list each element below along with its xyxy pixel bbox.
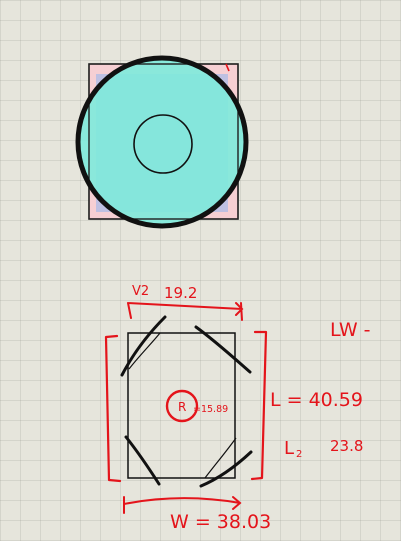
cyan-circle bbox=[78, 58, 246, 226]
l2-subscript: 2 bbox=[296, 449, 302, 460]
corner-arc-bottom-left bbox=[124, 435, 161, 486]
r-circle-marker bbox=[165, 389, 199, 423]
top-dimension-arrow bbox=[127, 302, 244, 321]
w-value-label: W = 38.03 bbox=[170, 511, 271, 533]
r-value: =15.89 bbox=[193, 404, 228, 415]
corner-arc-top-left bbox=[120, 315, 167, 377]
bottom-figure bbox=[104, 302, 268, 514]
l-value-label: L = 40.59 bbox=[270, 389, 363, 411]
square-outline bbox=[88, 63, 239, 220]
corner-arc-top-left-thin bbox=[128, 332, 161, 370]
corner-arc-bottom-right-thin bbox=[204, 437, 237, 479]
right-bracket bbox=[250, 330, 268, 481]
inner-circle bbox=[133, 114, 193, 174]
l2-value: 23.8 bbox=[330, 437, 363, 455]
l2-label: L bbox=[284, 438, 294, 459]
top-figure bbox=[75, 55, 249, 229]
large-circle-outline bbox=[75, 55, 249, 229]
bottom-dimension-arrow bbox=[123, 496, 242, 514]
v2-label: V2 bbox=[132, 284, 149, 299]
inner-rectangle bbox=[127, 332, 236, 479]
corner-arc-top-right bbox=[194, 325, 252, 374]
v2-value: 19.2 bbox=[164, 284, 197, 302]
corner-arc-bottom-right bbox=[199, 450, 253, 488]
lw-label: LW - bbox=[330, 319, 371, 341]
annotations: V2 19.2 LW - R =15.89 L = 40.59 L 2 23.8… bbox=[132, 284, 371, 533]
r-label: R bbox=[178, 400, 186, 414]
left-bracket bbox=[104, 334, 122, 483]
corner-tick bbox=[225, 63, 230, 72]
